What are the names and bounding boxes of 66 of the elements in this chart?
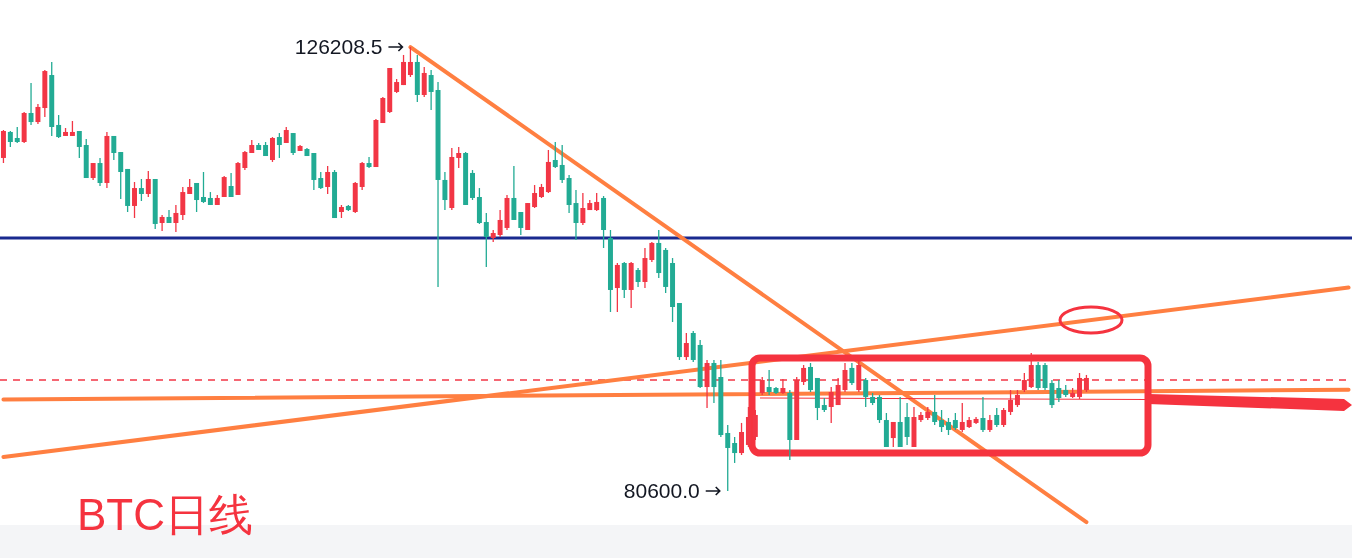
- candlestick: [939, 409, 945, 433]
- candlestick: [739, 422, 745, 456]
- candlestick: [594, 192, 600, 212]
- candlestick: [28, 82, 34, 126]
- candlestick: [635, 267, 641, 288]
- candlestick: [959, 402, 965, 433]
- candlestick: [532, 184, 538, 209]
- candlestick: [497, 209, 503, 238]
- text: BTC日线: [77, 490, 253, 539]
- candlestick: [511, 165, 517, 221]
- candlestick: [132, 181, 137, 219]
- candlestick: [173, 204, 179, 233]
- candlestick: [725, 424, 731, 492]
- candlestick: [276, 132, 282, 159]
- candlestick: [421, 66, 427, 98]
- candlestick: [159, 214, 165, 232]
- candlestick: [642, 247, 648, 289]
- candlestick: [56, 114, 62, 139]
- candlestick: [808, 362, 813, 393]
- candlestick: [407, 46, 413, 78]
- candlestick: [359, 161, 365, 191]
- candlestick: [649, 241, 655, 263]
- candlestick: [118, 151, 124, 200]
- candlestick: [401, 54, 407, 86]
- candlestick: [201, 171, 206, 204]
- candlestick: [614, 262, 620, 313]
- candlestick: [180, 186, 186, 221]
- candlestick: [325, 165, 331, 195]
- candlestick: [483, 212, 489, 268]
- candlestick: [994, 407, 1000, 428]
- candlestick: [683, 332, 689, 361]
- candlestick: [76, 130, 82, 159]
- candlestick: [366, 156, 372, 169]
- candlestick: [1001, 407, 1007, 428]
- candlestick: [242, 150, 248, 171]
- annotation: 126208.5: [294, 35, 383, 58]
- candlestick: [877, 394, 882, 424]
- candlestick: [145, 170, 151, 198]
- candlestick: [228, 172, 234, 198]
- candlestick: [1008, 389, 1014, 416]
- candlestick: [111, 135, 117, 161]
- candlestick: [980, 396, 986, 433]
- candlestick: [552, 141, 558, 169]
- candlestick: [269, 136, 275, 163]
- candlestick: [442, 171, 448, 211]
- candlestick: [732, 436, 738, 464]
- candlestick: [766, 369, 772, 396]
- candlestick: [890, 421, 896, 448]
- candlestick: [863, 377, 869, 408]
- candlestick: [97, 157, 103, 187]
- candlestick: [428, 69, 434, 111]
- annotation: 80600.0: [623, 479, 700, 502]
- candlestick: [456, 146, 462, 169]
- candlestick: [752, 409, 758, 441]
- candlestick: [1035, 361, 1041, 391]
- candlestick: [290, 132, 296, 156]
- candlestick: [849, 362, 855, 386]
- candlestick: [559, 144, 565, 184]
- candlestick: [580, 192, 586, 226]
- candlestick: [828, 386, 834, 424]
- candlestick: [35, 103, 41, 125]
- candlestick: [904, 402, 910, 446]
- candlestick: [194, 182, 200, 213]
- candlestick: [1056, 379, 1062, 403]
- candlestick: [932, 394, 938, 426]
- candlestick: [138, 178, 144, 202]
